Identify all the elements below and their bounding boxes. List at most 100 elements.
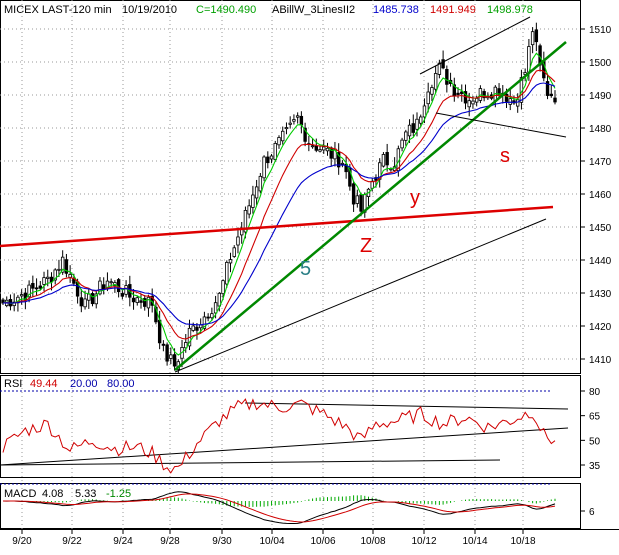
candle-body <box>325 147 330 152</box>
rsi-line <box>2 398 556 474</box>
header-symbol: MICEX LAST-120 min <box>4 4 112 16</box>
x-tick-label: 9/30 <box>212 536 232 547</box>
x-tick-label: 10/06 <box>310 536 335 547</box>
candle-body <box>415 118 419 130</box>
candle-body <box>34 287 39 290</box>
candle-body <box>251 194 255 208</box>
x-tick-label: 9/24 <box>113 536 133 547</box>
candle-body <box>68 274 72 278</box>
candle-body <box>19 294 24 297</box>
header-study-v1: 1485.738 <box>373 4 419 16</box>
macd-panel-border <box>0 483 581 529</box>
candle-body <box>83 298 87 308</box>
candle-body <box>299 115 304 126</box>
y-tick-label: 1500 <box>589 58 612 69</box>
y-tick-label: 1490 <box>589 91 612 102</box>
candle-body <box>109 281 113 284</box>
rsi-low: 20.00 <box>70 378 98 390</box>
candle-body <box>243 210 248 233</box>
candle-body <box>191 325 195 331</box>
candle-body <box>266 156 270 164</box>
rsi-y-tick-label: 65 <box>589 412 601 423</box>
candle-body <box>445 69 449 85</box>
candle-body <box>258 175 263 192</box>
y-tick-label: 1430 <box>589 289 612 300</box>
macd-line <box>2 491 556 524</box>
candle-body <box>303 127 307 142</box>
moving-averages <box>2 52 556 356</box>
header-close: C=1490.490 <box>196 4 256 16</box>
x-tick-label: 9/20 <box>12 536 32 547</box>
macd-histogram <box>21 495 556 507</box>
candle-body <box>419 116 423 124</box>
candle-body <box>359 194 363 212</box>
candle-body <box>336 152 341 168</box>
rsi-y-tick-label: 50 <box>589 436 601 447</box>
candle-body <box>295 115 300 118</box>
candle-body <box>374 177 378 181</box>
wave-label-s: s <box>500 145 510 167</box>
candle-body <box>232 247 236 257</box>
channel-upper-line <box>419 16 531 75</box>
candle-body <box>385 152 389 166</box>
x-tick-label: 10/14 <box>462 536 487 547</box>
rsi-y-tick-label: 80 <box>589 387 601 398</box>
price-panel-border <box>0 0 581 374</box>
rsi-high: 80.00 <box>107 378 135 390</box>
candle-body <box>31 283 35 289</box>
ma-fast-line <box>2 52 556 356</box>
x-tick-label: 9/28 <box>160 536 180 547</box>
candle-body <box>310 145 315 148</box>
candle-body <box>441 59 445 69</box>
candle-body <box>508 98 512 105</box>
candle-body <box>433 73 438 90</box>
candle-body <box>269 155 274 160</box>
candle-body <box>545 81 550 96</box>
candle-body <box>456 92 460 95</box>
candle-body <box>236 236 240 246</box>
candle-body <box>516 99 520 107</box>
header-study-v2: 1491.949 <box>430 4 476 16</box>
macd-panel: MACD 4.08 5.33 -1.25 6 <box>2 488 595 524</box>
macd-v1: 4.08 <box>42 488 63 500</box>
macd-label: MACD <box>4 488 36 500</box>
candle-body <box>94 293 98 305</box>
candle-body <box>135 297 139 303</box>
ma-mid-line <box>2 69 556 340</box>
candle-body <box>172 354 177 367</box>
candle-body <box>225 261 229 285</box>
y-tick-label: 1480 <box>589 124 612 135</box>
candle-body <box>12 301 16 307</box>
x-axis: 9/20 9/22 9/24 9/28 9/30 10/04 10/06 10/08 10/12… <box>12 529 536 547</box>
candle-body <box>116 279 121 293</box>
candle-body <box>221 280 225 295</box>
candle-body <box>195 326 199 331</box>
candle-body <box>284 127 289 130</box>
candle-body <box>411 123 415 133</box>
rsi-panel: RSI 49.44 20.00 80.00 35 50 65 80 <box>0 378 601 485</box>
candle-body <box>146 296 151 309</box>
candle-body <box>430 87 434 95</box>
candle-body <box>157 319 162 344</box>
y-tick-label: 1450 <box>589 223 612 234</box>
candle-body <box>42 277 46 285</box>
candle-body <box>318 149 322 152</box>
candle-body <box>530 31 535 46</box>
candle-body <box>254 186 259 199</box>
candle-body <box>57 268 61 271</box>
macd-signal-line <box>3 493 556 523</box>
candle-body <box>202 316 207 329</box>
macd-axis: 6 <box>580 507 595 518</box>
candle-body <box>437 62 442 75</box>
candle-body <box>355 195 360 204</box>
candle-body <box>79 297 84 307</box>
candle-body <box>228 259 233 264</box>
candle-body <box>400 139 404 149</box>
candle-body <box>143 298 147 307</box>
candle-body <box>292 119 296 122</box>
candle-body <box>169 354 173 359</box>
candle-body <box>482 91 486 99</box>
x-tick-label: 10/08 <box>360 536 385 547</box>
